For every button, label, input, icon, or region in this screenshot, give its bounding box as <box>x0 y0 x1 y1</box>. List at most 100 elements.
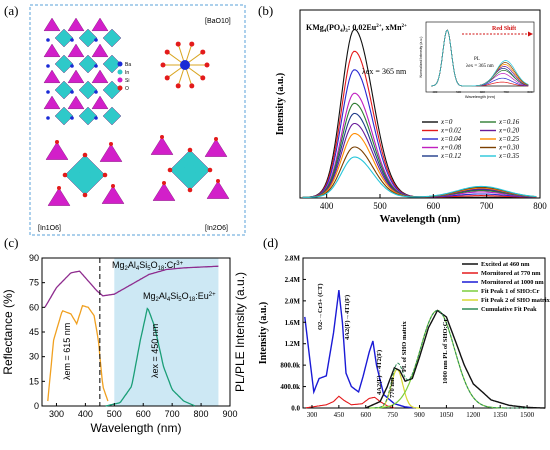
ba-atom <box>46 116 50 120</box>
si-tetrahedron <box>47 187 71 206</box>
o-atom <box>160 62 166 68</box>
o-atom <box>189 41 195 47</box>
legend-label: Excited at 460 nm <box>481 261 530 268</box>
chart-b-ticks: 400 500 600 700 800 <box>320 194 547 211</box>
o-atom <box>204 62 210 68</box>
si-tetrahedron <box>43 17 61 31</box>
si-tetrahedron <box>150 136 174 155</box>
chart-d-frame <box>302 257 546 409</box>
x-tick-label: 800 <box>533 201 547 211</box>
o-atom <box>187 147 193 153</box>
legend-label: x=0.30 <box>498 144 520 152</box>
excited-460-curve <box>365 309 545 409</box>
in-center-atom <box>184 164 196 176</box>
chart-c-ylabel-left: Reflectance (%) <box>1 289 15 374</box>
o-atom <box>111 184 115 188</box>
in1o6-label: [In1O6] <box>38 225 61 232</box>
chart-b-title: KMg4(PO4)3: 0.02Eu2+, xMn2+ <box>306 23 407 34</box>
y-tick-label: 15 <box>29 376 39 386</box>
x-tick-label: 450 <box>334 411 345 419</box>
inset-tick-label: 500 <box>456 90 462 94</box>
ba-atom <box>94 64 98 68</box>
in-atom <box>59 85 69 95</box>
x-tick-label: 1500 <box>520 411 535 419</box>
o-atom <box>187 187 193 193</box>
chart-c-shaded-region <box>114 258 219 406</box>
chart-c-ticks: 300 400 500 600 700 800 900 0 15 30 45 60 75 90 <box>29 253 238 419</box>
y-tick-label: 0 <box>34 401 39 411</box>
chart-d-ann-ct: O2-→Cr3+ (CT) <box>317 284 324 331</box>
chart-d-ann-sho: PL of SHO matrix <box>401 321 408 372</box>
legend-label: x=0 <box>440 118 453 126</box>
inset-tick-label: 700 <box>504 90 510 94</box>
in-atom <box>83 111 93 121</box>
x-tick-label: 300 <box>49 409 64 419</box>
legend-si-dot <box>117 77 123 83</box>
si-tetrahedron <box>67 17 85 31</box>
chart-d-ann-770: 770 nm <box>389 377 396 398</box>
eu-emission-curve <box>105 307 195 407</box>
x-tick-label: 900 <box>222 409 237 419</box>
o-atom <box>160 135 164 139</box>
chart-b-inset: 400 500 600 700 800 Wavelength (nm) Normaliz… <box>419 21 535 99</box>
cumulative-fit-curve <box>374 309 528 409</box>
x-tick-label: 300 <box>307 411 318 419</box>
si-tetrahedron <box>67 69 85 84</box>
chart-d-ann-t1: 4A2(F)→4T1(F) <box>344 295 351 340</box>
chart-c-eu-label: Mg2Al4Si5O18:Eu2+ <box>143 291 216 303</box>
in-atom <box>59 111 69 121</box>
in-atom <box>107 59 117 69</box>
ba-atom <box>46 90 50 94</box>
legend-in: In <box>125 70 129 76</box>
legend-label: x=0.08 <box>440 144 462 152</box>
si-tetrahedron <box>91 95 109 110</box>
x-tick-label: 700 <box>480 201 494 211</box>
o-atom <box>200 75 206 81</box>
legend-label: x=0.35 <box>498 152 520 160</box>
chart-b: 400 500 600 700 800 Wavelength (nm) Intensit… <box>275 9 547 225</box>
ba-atom <box>94 38 98 42</box>
o-atom <box>207 167 213 173</box>
x-tick-label: 1350 <box>493 411 508 419</box>
legend-label: x=0.20 <box>498 127 520 135</box>
o-atom <box>214 137 218 141</box>
x-tick-label: 600 <box>427 201 441 211</box>
x-tick-label: 750 <box>387 411 398 419</box>
ba-atom <box>70 90 74 94</box>
monitored-1000-curve <box>304 290 416 409</box>
chart-b-frame <box>299 9 541 199</box>
legend-label: Mornitored at 1000 nm <box>481 279 544 286</box>
series-line-x-0-35 <box>302 156 537 198</box>
chart-d-ann-t2: 4A2(F)→4T2(F) <box>376 350 383 395</box>
si-tetrahedron <box>91 69 109 84</box>
ba-atom <box>46 64 50 68</box>
o-atom <box>82 192 88 198</box>
y-tick-label: 30 <box>29 352 39 362</box>
inset-ex: λex = 365 nm <box>466 64 494 69</box>
y-tick-label: 0.0 <box>291 405 300 413</box>
bao10-label: [BaO10] <box>205 18 231 25</box>
ba-center-atom <box>180 60 190 70</box>
chart-d-series <box>304 290 545 409</box>
si-tetrahedron <box>204 138 228 157</box>
panel-label-a: (a) <box>4 3 18 18</box>
chart-d-legend: Excited at 460 nm Mornitored at 770 nm Mor… <box>462 261 550 313</box>
chart-d-ylabel: Intensity (a.u.) <box>258 302 269 365</box>
inset-curve <box>431 29 529 87</box>
o-atom <box>216 179 220 183</box>
in-atom <box>59 59 69 69</box>
si-tetrahedron <box>152 182 176 201</box>
legend-label: Mornitored at 770 nm <box>481 270 541 277</box>
legend-o-dot <box>117 85 123 91</box>
o-atom <box>109 142 113 146</box>
eu-excitation-curve <box>47 304 109 402</box>
in-atom <box>59 33 69 43</box>
o-atom <box>62 172 68 178</box>
chart-c-xlabel: Wavelength (nm) <box>91 421 182 435</box>
x-tick-label: 900 <box>414 411 425 419</box>
inset-curves: 400 500 600 700 800 <box>431 29 533 94</box>
in-atom <box>83 59 93 69</box>
element-legend: Ba In Si O <box>117 61 131 92</box>
in-atom <box>83 85 93 95</box>
inset-pl: PL <box>474 57 480 62</box>
